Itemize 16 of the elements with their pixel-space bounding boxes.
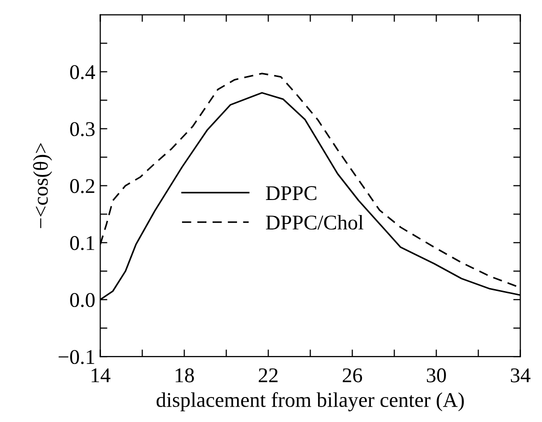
y-tick-label: 0.2 xyxy=(70,179,94,194)
x-tick-label: 30 xyxy=(426,368,446,382)
y-tick-label: 0.0 xyxy=(70,292,95,308)
x-tick-label: 14 xyxy=(92,368,110,382)
x-tick-label: 26 xyxy=(342,368,362,382)
legend-label: DPPC/Chol xyxy=(266,214,364,230)
x-tick-label: 22 xyxy=(258,368,278,382)
y-tick-label: 0.3 xyxy=(70,122,95,136)
y-tick-label: 0.1 xyxy=(70,236,94,250)
legend-label: DPPC xyxy=(266,186,316,200)
y-tick-label: 0.4 xyxy=(70,65,96,80)
y-tick-label: −0.1 xyxy=(58,350,94,364)
x-tick-label: 34 xyxy=(510,368,530,382)
y-axis-title: −<cos(θ)> xyxy=(33,143,52,228)
x-axis-title: displacement from bilayer center (A) xyxy=(156,392,464,412)
x-tick-label: 18 xyxy=(176,368,194,382)
